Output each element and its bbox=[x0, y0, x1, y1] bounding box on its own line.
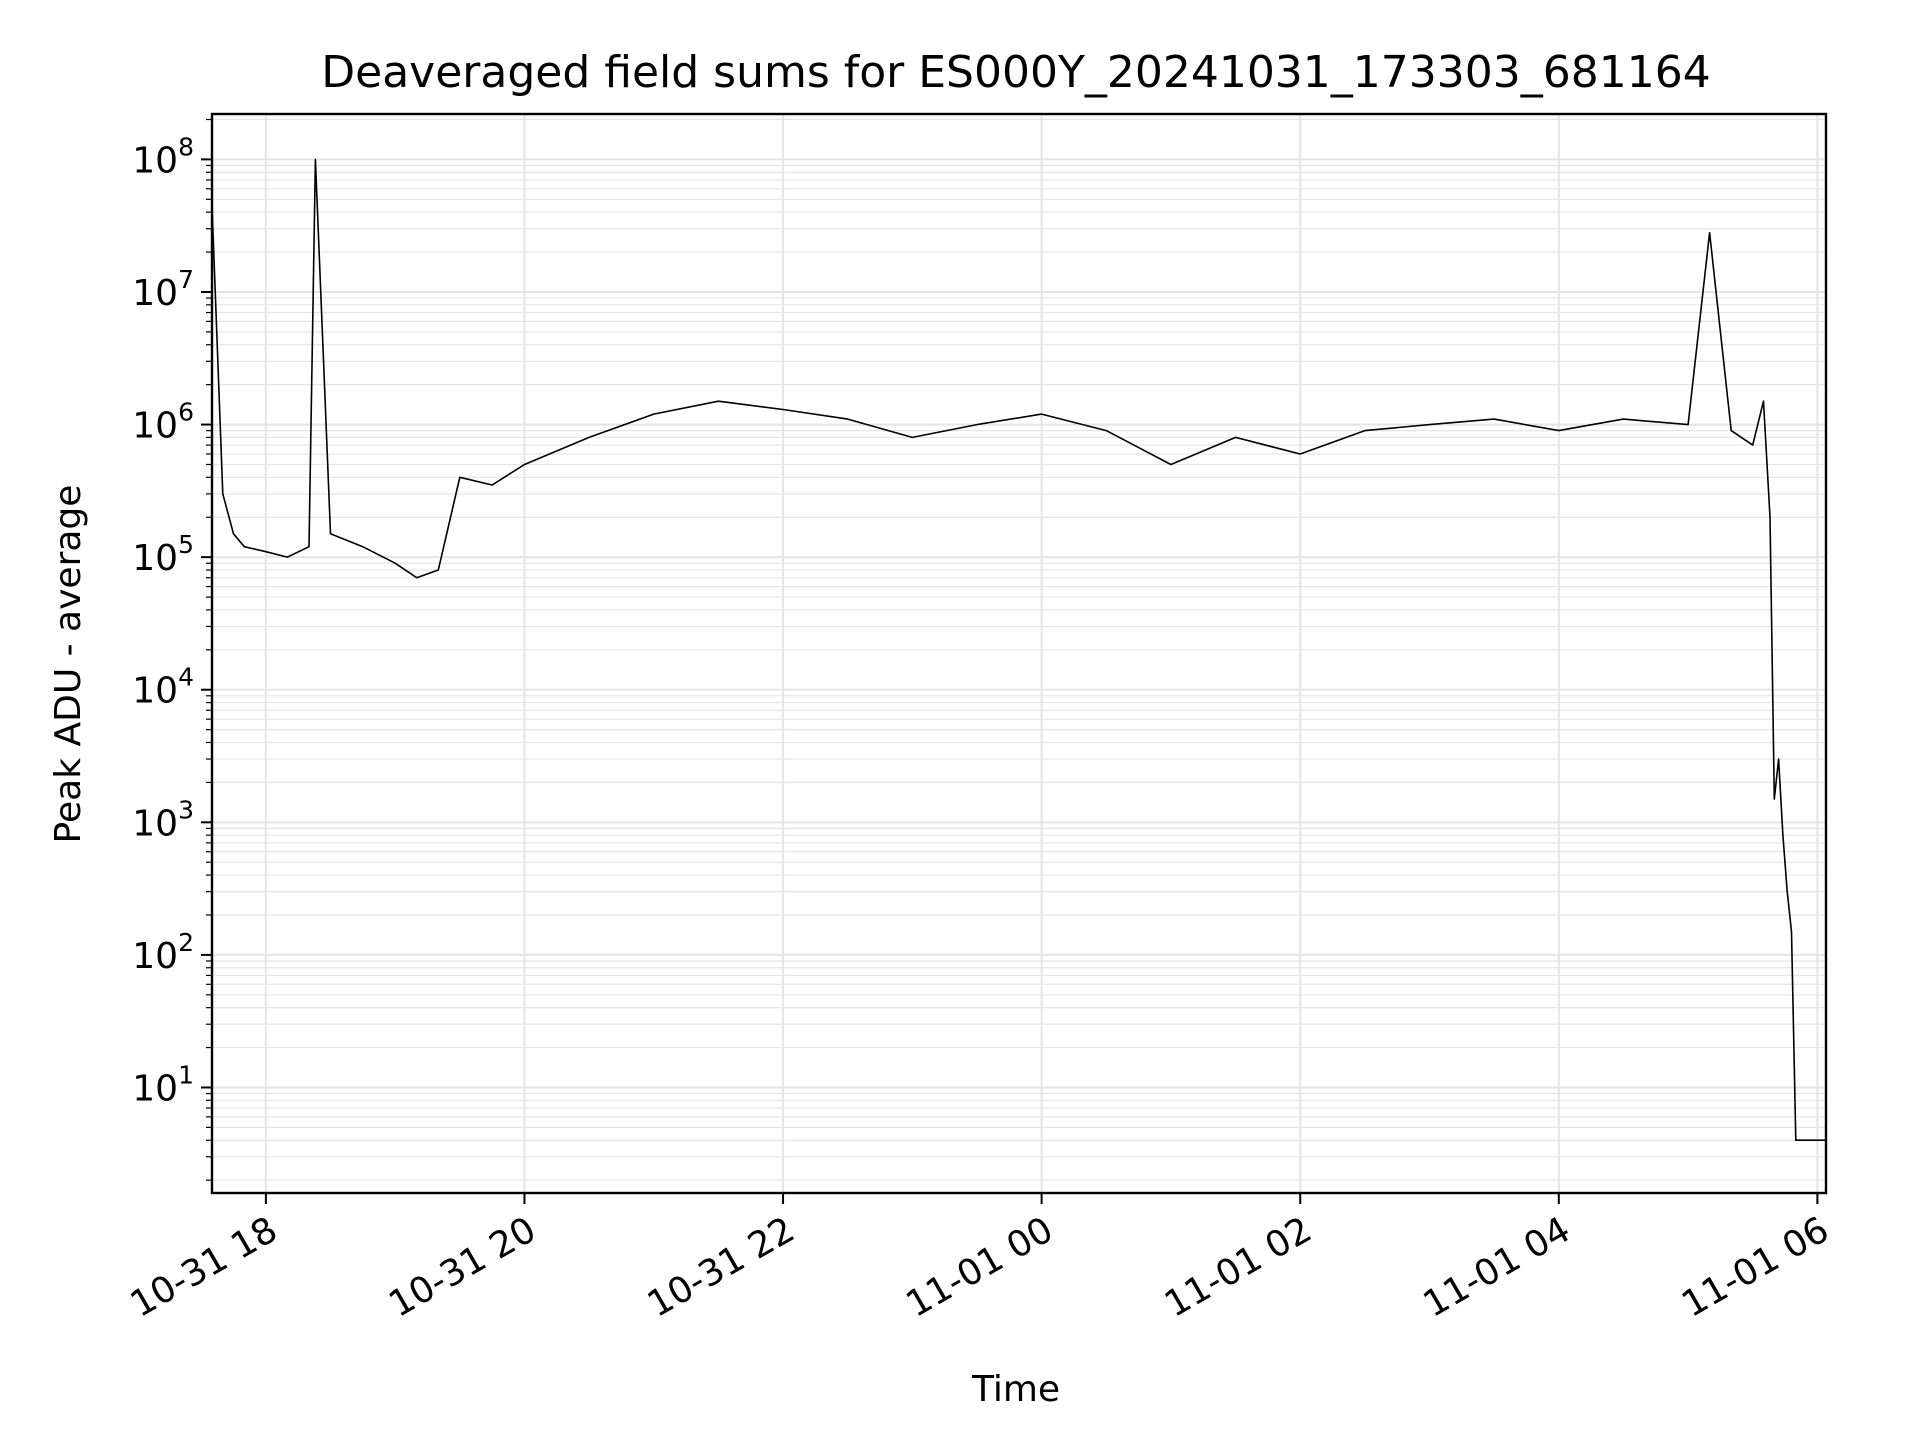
y-axis-ticks: 101 102 103 104 105 106 107 108 bbox=[132, 118, 212, 1181]
series-layer bbox=[211, 158, 1826, 1141]
y-tick-label: 101 bbox=[132, 1060, 194, 1109]
data-series-line bbox=[211, 158, 1826, 1141]
y-tick-label: 107 bbox=[132, 265, 194, 314]
y-tick-label: 106 bbox=[132, 398, 194, 447]
plot-frame bbox=[210, 112, 1828, 1195]
y-tick-label: 105 bbox=[132, 530, 194, 579]
grid-lines bbox=[212, 114, 1826, 1193]
y-tick-label: 103 bbox=[132, 795, 194, 844]
y-tick-label: 104 bbox=[132, 663, 194, 712]
x-axis-label: Time bbox=[971, 1369, 1060, 1410]
chart-title: Deaveraged field sums for ES000Y_2024103… bbox=[321, 47, 1710, 98]
y-tick-label: 102 bbox=[132, 928, 194, 977]
y-axis-label: Peak ADU - average bbox=[48, 485, 89, 844]
y-tick-label: 108 bbox=[132, 132, 194, 181]
